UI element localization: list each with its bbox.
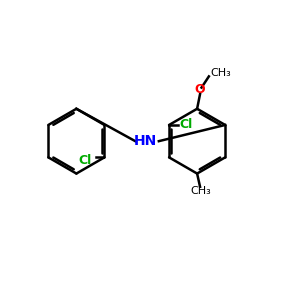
Text: O: O <box>195 83 206 96</box>
Text: Cl: Cl <box>179 118 193 131</box>
Text: CH₃: CH₃ <box>210 68 231 78</box>
Text: Cl: Cl <box>78 154 91 167</box>
Text: HN: HN <box>134 134 157 148</box>
Text: CH₃: CH₃ <box>190 186 211 196</box>
